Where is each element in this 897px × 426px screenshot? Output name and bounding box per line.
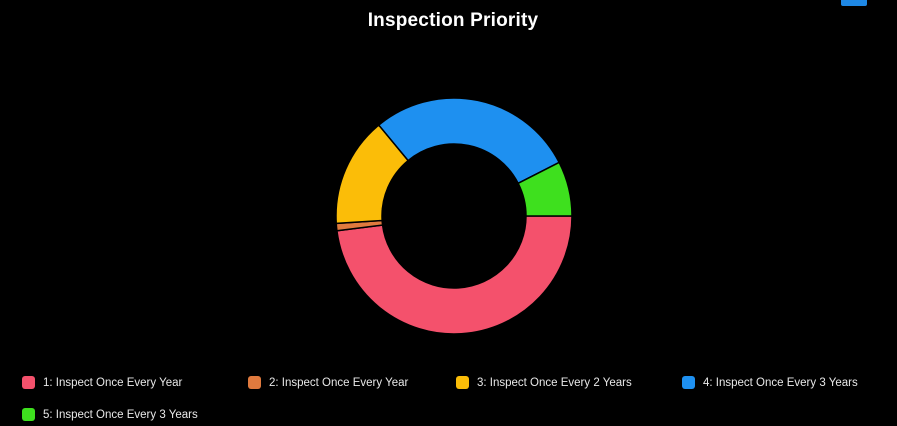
legend-label: 3: Inspect Once Every 2 Years <box>477 376 632 389</box>
legend-label: 5: Inspect Once Every 3 Years <box>43 408 198 421</box>
legend-item-4[interactable]: 4: Inspect Once Every 3 Years <box>682 376 858 389</box>
legend-label: 4: Inspect Once Every 3 Years <box>703 376 858 389</box>
corner-expand-button[interactable] <box>841 0 867 6</box>
legend-swatch <box>248 376 261 389</box>
donut-chart <box>335 97 573 335</box>
legend-item-3[interactable]: 3: Inspect Once Every 2 Years <box>456 376 632 389</box>
donut-slice-4[interactable] <box>377 97 561 185</box>
legend-item-1[interactable]: 1: Inspect Once Every Year <box>22 376 182 389</box>
legend-swatch <box>22 408 35 421</box>
legend-swatch <box>22 376 35 389</box>
legend-item-2[interactable]: 2: Inspect Once Every Year <box>248 376 408 389</box>
legend-label: 2: Inspect Once Every Year <box>269 376 409 389</box>
donut-slice-5[interactable] <box>517 161 573 217</box>
legend-item-5[interactable]: 5: Inspect Once Every 3 Years <box>22 408 198 421</box>
chart-legend: 1: Inspect Once Every Year 2: Inspect On… <box>0 368 897 426</box>
legend-label: 1: Inspect Once Every Year <box>43 376 183 389</box>
legend-swatch <box>682 376 695 389</box>
donut-slice-1[interactable] <box>336 215 573 335</box>
legend-swatch <box>456 376 469 389</box>
chart-title: Inspection Priority <box>367 10 539 31</box>
